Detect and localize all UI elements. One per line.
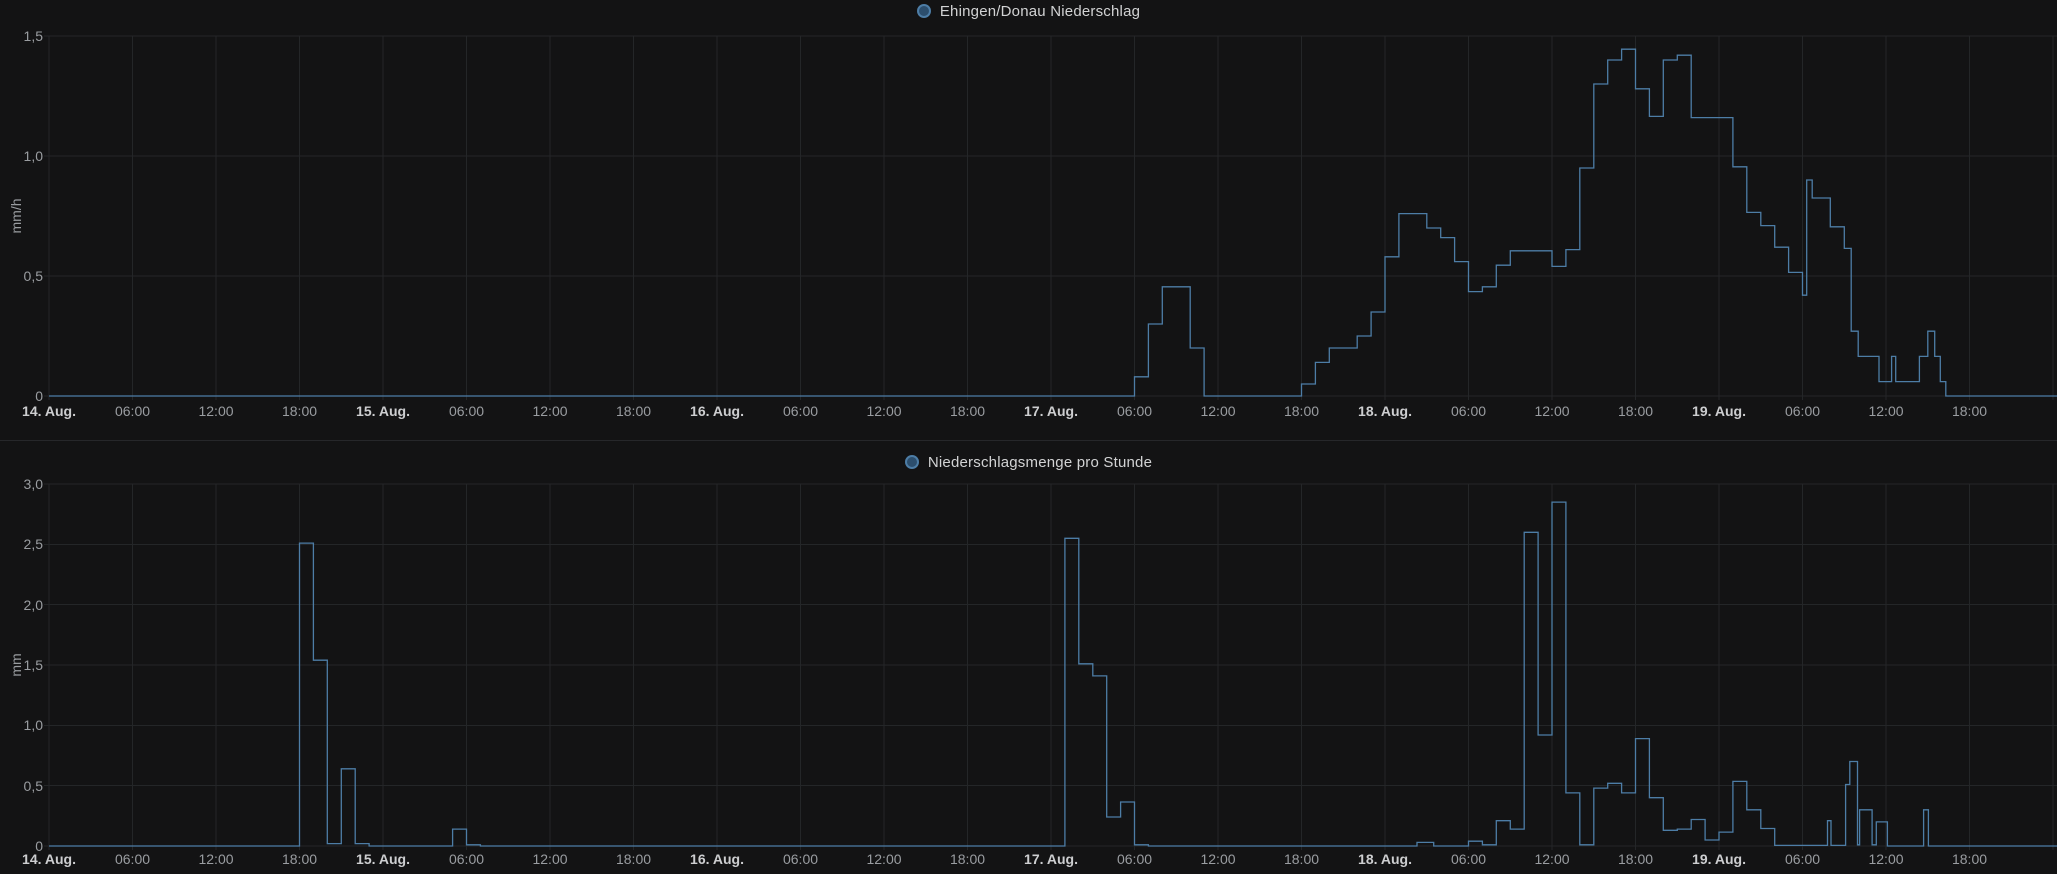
x-tick-label-time: 12:00	[198, 851, 234, 867]
y-tick-label: 2,5	[23, 536, 43, 553]
x-tick-label-day: 14. Aug.	[22, 851, 76, 867]
x-tick-label-time: 18:00	[1283, 403, 1320, 419]
x-tick-label-time: 06:00	[114, 403, 151, 419]
x-tick-label-day: 19. Aug.	[1692, 403, 1746, 419]
x-tick-label-time: 06:00	[1784, 403, 1821, 419]
y-tick-label: 1,5	[23, 657, 43, 673]
x-tick-label-time: 18:00	[281, 403, 318, 419]
x-tick-label-time: 06:00	[1450, 403, 1487, 419]
x-tick-label-time: 18:00	[281, 851, 318, 867]
x-tick-label-day: 15. Aug.	[356, 403, 410, 419]
x-tick-label-time: 18:00	[615, 403, 652, 419]
x-tick-label-time: 12:00	[1868, 851, 1904, 867]
series-line	[49, 48, 2057, 397]
x-tick-label-time: 06:00	[782, 851, 819, 867]
x-tick-label-day: 19. Aug.	[1692, 851, 1746, 867]
y-tick-label: 0	[35, 838, 43, 854]
x-tick-label-day: 15. Aug.	[356, 851, 410, 867]
y-axis-unit-top-chart: mm/h	[8, 198, 24, 234]
panel-divider	[0, 440, 2057, 441]
y-tick-label: 0	[35, 388, 43, 404]
legend-label-bottom-chart: Niederschlagsmenge pro Stunde	[927, 453, 1153, 471]
x-tick-label-day: 17. Aug.	[1024, 851, 1078, 867]
x-tick-label-time: 06:00	[114, 851, 151, 867]
x-tick-label-day: 14. Aug.	[22, 403, 76, 419]
plot-area-top-chart[interactable]	[49, 36, 2057, 396]
series-line	[49, 501, 2057, 847]
y-tick-label: 1,5	[23, 28, 43, 44]
x-tick-label-time: 12:00	[866, 851, 902, 867]
series-color-dot-icon	[904, 455, 919, 469]
x-tick-label-time: 12:00	[532, 403, 568, 419]
x-tick-label-time: 12:00	[866, 403, 902, 419]
x-tick-label-time: 12:00	[1534, 851, 1570, 867]
x-tick-label-time: 12:00	[198, 403, 234, 419]
y-tick-label: 0,5	[23, 268, 43, 284]
y-tick-label: 1,0	[23, 148, 43, 164]
x-tick-label-time: 18:00	[949, 851, 986, 867]
x-tick-label-day: 16. Aug.	[690, 851, 744, 867]
legend-top-chart[interactable]: Ehingen/Donau Niederschlag	[0, 1, 2057, 21]
x-tick-label-time: 12:00	[1534, 403, 1570, 419]
x-tick-label-time: 06:00	[782, 403, 819, 419]
x-tick-label-time: 06:00	[1450, 851, 1487, 867]
x-tick-label-day: 18. Aug.	[1358, 403, 1412, 419]
x-tick-label-time: 18:00	[1951, 403, 1988, 419]
x-tick-label-time: 06:00	[1116, 851, 1153, 867]
legend-label-top-chart: Ehingen/Donau Niederschlag	[939, 2, 1141, 20]
x-tick-label-day: 17. Aug.	[1024, 403, 1078, 419]
x-tick-label-time: 12:00	[1200, 403, 1236, 419]
x-tick-label-day: 18. Aug.	[1358, 851, 1412, 867]
x-tick-label-time: 12:00	[1868, 403, 1904, 419]
x-tick-label-day: 16. Aug.	[690, 403, 744, 419]
y-tick-label: 2,0	[23, 596, 43, 613]
x-tick-label-time: 18:00	[1617, 851, 1654, 867]
y-tick-label: 1,0	[23, 717, 43, 734]
x-tick-label-time: 12:00	[532, 851, 568, 867]
y-tick-label: 0,5	[23, 777, 43, 794]
x-tick-label-time: 18:00	[949, 403, 986, 419]
x-tick-label-time: 06:00	[448, 851, 485, 867]
plot-area-bottom-chart[interactable]	[49, 484, 2057, 846]
x-tick-label-time: 18:00	[1283, 851, 1320, 867]
x-tick-label-time: 12:00	[1200, 851, 1236, 867]
x-tick-label-time: 06:00	[1784, 851, 1821, 867]
legend-bottom-chart[interactable]: Niederschlagsmenge pro Stunde	[0, 452, 2057, 472]
x-tick-label-time: 18:00	[615, 851, 652, 867]
series-color-dot-icon	[916, 4, 931, 18]
x-tick-label-time: 06:00	[448, 403, 485, 419]
y-tick-label: 3,0	[23, 476, 43, 492]
x-tick-label-time: 06:00	[1116, 403, 1153, 419]
x-tick-label-time: 18:00	[1951, 851, 1988, 867]
x-tick-label-time: 18:00	[1617, 403, 1654, 419]
